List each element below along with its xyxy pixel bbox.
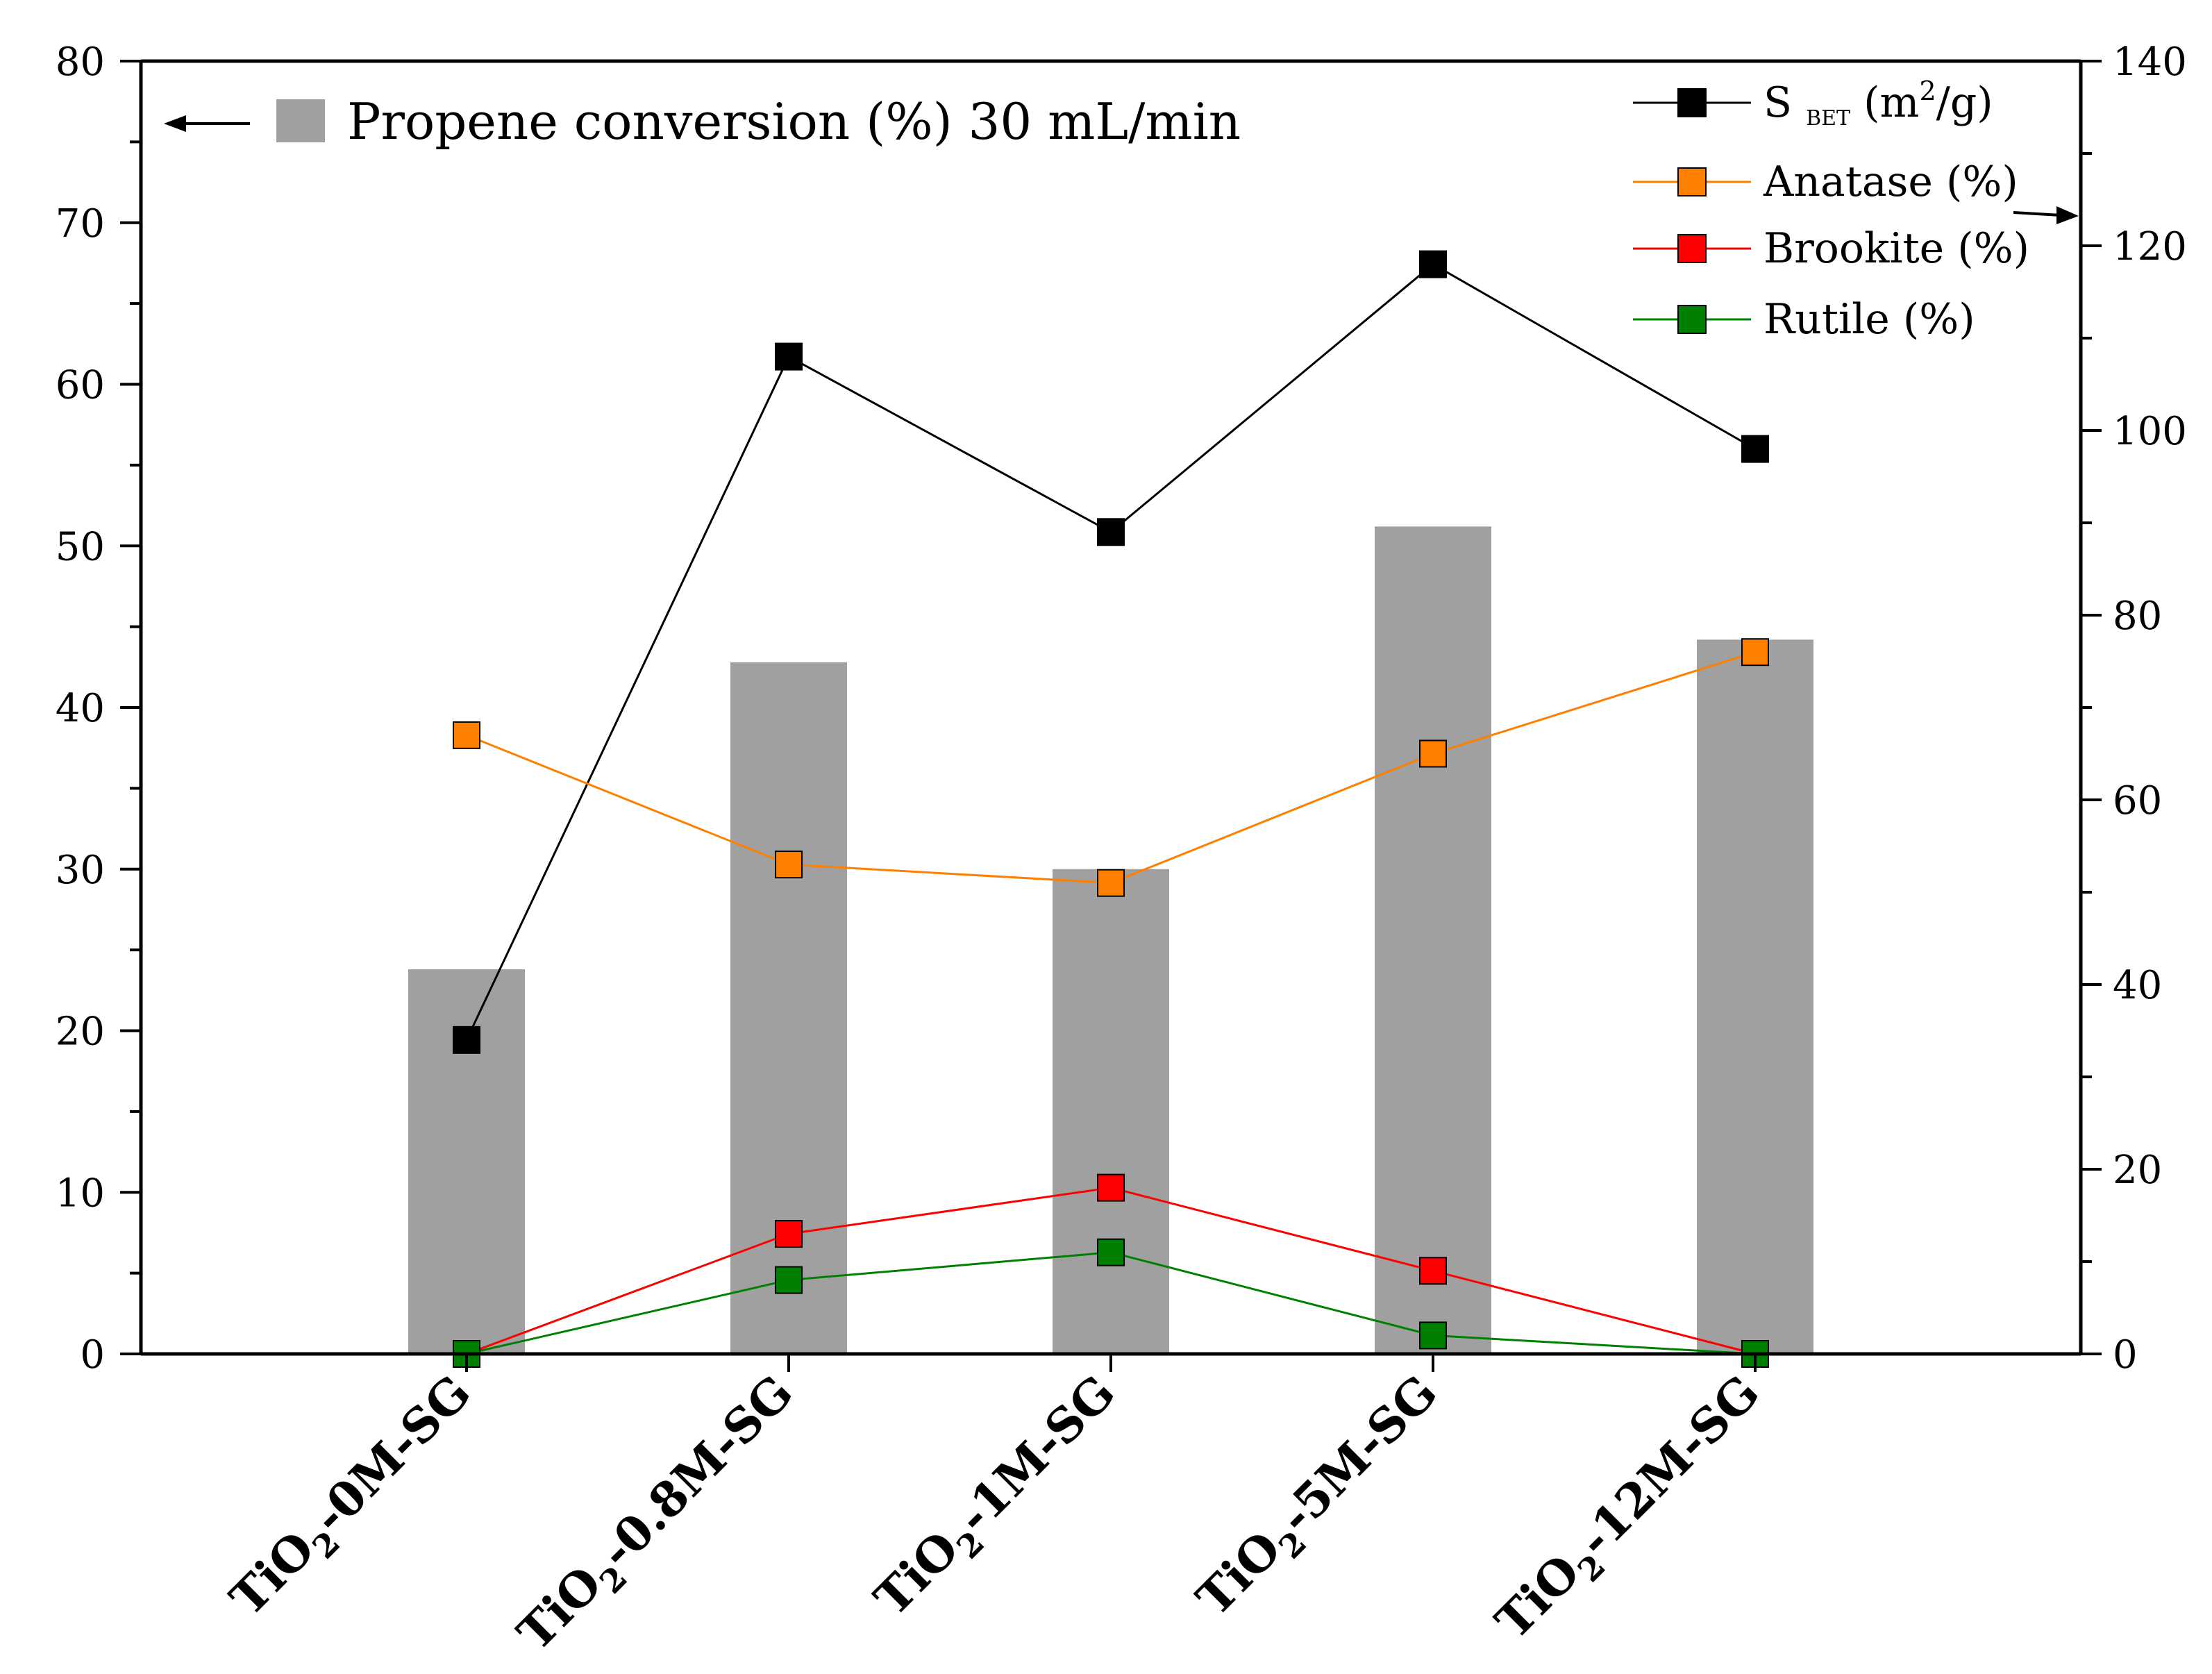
right-tick-label: 120 bbox=[2113, 224, 2187, 269]
x-tick-label-suffix: -0M-SG bbox=[302, 1364, 482, 1544]
axes-layer: 0 10 20 30 40 50 60 70 80 0 20 40 60 80 100 120 140 TiO2-… bbox=[56, 40, 2187, 1667]
point-anatase bbox=[1419, 739, 1447, 768]
legend-label-sbet-unit-end: /g) bbox=[1936, 78, 1993, 127]
legend-label-anatase: Anatase (%) bbox=[1763, 158, 2018, 206]
point-anatase bbox=[453, 721, 480, 749]
left-tick-label: 40 bbox=[56, 686, 105, 731]
legend-label-brookite: Brookite (%) bbox=[1763, 224, 2029, 273]
point-sbet bbox=[1419, 250, 1447, 278]
legend-marker-sbet bbox=[1677, 88, 1707, 117]
legend-label-sbet-superscript: 2 bbox=[1919, 76, 1936, 106]
line-anatase bbox=[466, 651, 1756, 885]
left-tick-label: 50 bbox=[56, 524, 105, 569]
left-tick-label: 80 bbox=[56, 40, 105, 85]
right-tick-label: 80 bbox=[2113, 594, 2162, 639]
legend-marker-brookite bbox=[1677, 234, 1707, 263]
legend-bar-swatch bbox=[276, 99, 325, 142]
right-tick-label: 40 bbox=[2113, 963, 2162, 1008]
point-brookite bbox=[1097, 1173, 1125, 1202]
left-tick-label: 10 bbox=[56, 1171, 105, 1216]
point-anatase bbox=[775, 851, 803, 879]
legend-label-sbet-unit: (m bbox=[1850, 78, 1919, 127]
legend-marker-rutile bbox=[1677, 305, 1707, 334]
lines-layer bbox=[453, 250, 1769, 1368]
left-tick-label: 0 bbox=[80, 1332, 105, 1378]
right-axis-arrow-icon bbox=[2013, 211, 2061, 217]
left-axis-arrowhead-icon bbox=[164, 115, 186, 132]
bar-propene-conversion bbox=[1697, 639, 1813, 1354]
legend-bar-label: Propene conversion (%) 30 mL/min bbox=[347, 92, 1241, 151]
right-tick-label: 140 bbox=[2113, 40, 2187, 85]
point-rutile bbox=[775, 1266, 803, 1294]
left-tick-label: 20 bbox=[56, 1010, 105, 1055]
point-sbet bbox=[775, 342, 803, 371]
point-sbet bbox=[1741, 435, 1769, 463]
right-tick-label: 100 bbox=[2113, 409, 2187, 454]
bar-propene-conversion bbox=[1375, 526, 1491, 1354]
right-tick-label: 0 bbox=[2113, 1332, 2138, 1378]
point-sbet bbox=[1097, 518, 1125, 546]
left-tick-label: 60 bbox=[56, 363, 105, 408]
bars-layer bbox=[408, 526, 1813, 1354]
x-tick-label-suffix: -1M-SG bbox=[946, 1364, 1126, 1544]
legend-label-sbet: S BET (m2/g) bbox=[1763, 76, 1993, 131]
point-rutile bbox=[1419, 1321, 1447, 1350]
bar-propene-conversion bbox=[1053, 869, 1169, 1354]
x-tick-label-suffix: -0.8M-SG bbox=[589, 1364, 804, 1579]
point-anatase bbox=[1741, 638, 1769, 667]
x-tick-label: TiO2-0M-SG bbox=[219, 1364, 487, 1632]
x-tick-label-suffix: -5M-SG bbox=[1268, 1364, 1448, 1544]
x-tick-label-suffix: -12M-SG bbox=[1568, 1364, 1770, 1567]
point-brookite bbox=[775, 1220, 803, 1248]
x-tick-label: TiO2-1M-SG bbox=[864, 1364, 1132, 1632]
right-tick-label: 20 bbox=[2113, 1148, 2162, 1193]
left-tick-label: 70 bbox=[56, 201, 105, 246]
legend-label-sbet-main: S bbox=[1763, 78, 1792, 127]
right-tick-label: 60 bbox=[2113, 778, 2162, 823]
right-axis-arrowhead-icon bbox=[2056, 206, 2079, 224]
point-anatase bbox=[1097, 869, 1125, 897]
x-tick-label: TiO2-12M-SG bbox=[1485, 1364, 1776, 1655]
left-tick-label: 30 bbox=[56, 848, 105, 893]
point-brookite bbox=[1419, 1257, 1447, 1285]
legend-label-rutile: Rutile (%) bbox=[1763, 295, 1975, 344]
legend-marker-anatase bbox=[1677, 167, 1707, 196]
point-sbet bbox=[453, 1026, 480, 1054]
point-rutile bbox=[1097, 1238, 1125, 1266]
x-tick-label: TiO2-0.8M-SG bbox=[507, 1364, 810, 1667]
legend-layer: Propene conversion (%) 30 mL/min S BET (m2… bbox=[164, 76, 2079, 344]
legend-label-sbet-subscript: BET bbox=[1806, 106, 1850, 131]
x-tick-label: TiO2-5M-SG bbox=[1186, 1364, 1454, 1632]
